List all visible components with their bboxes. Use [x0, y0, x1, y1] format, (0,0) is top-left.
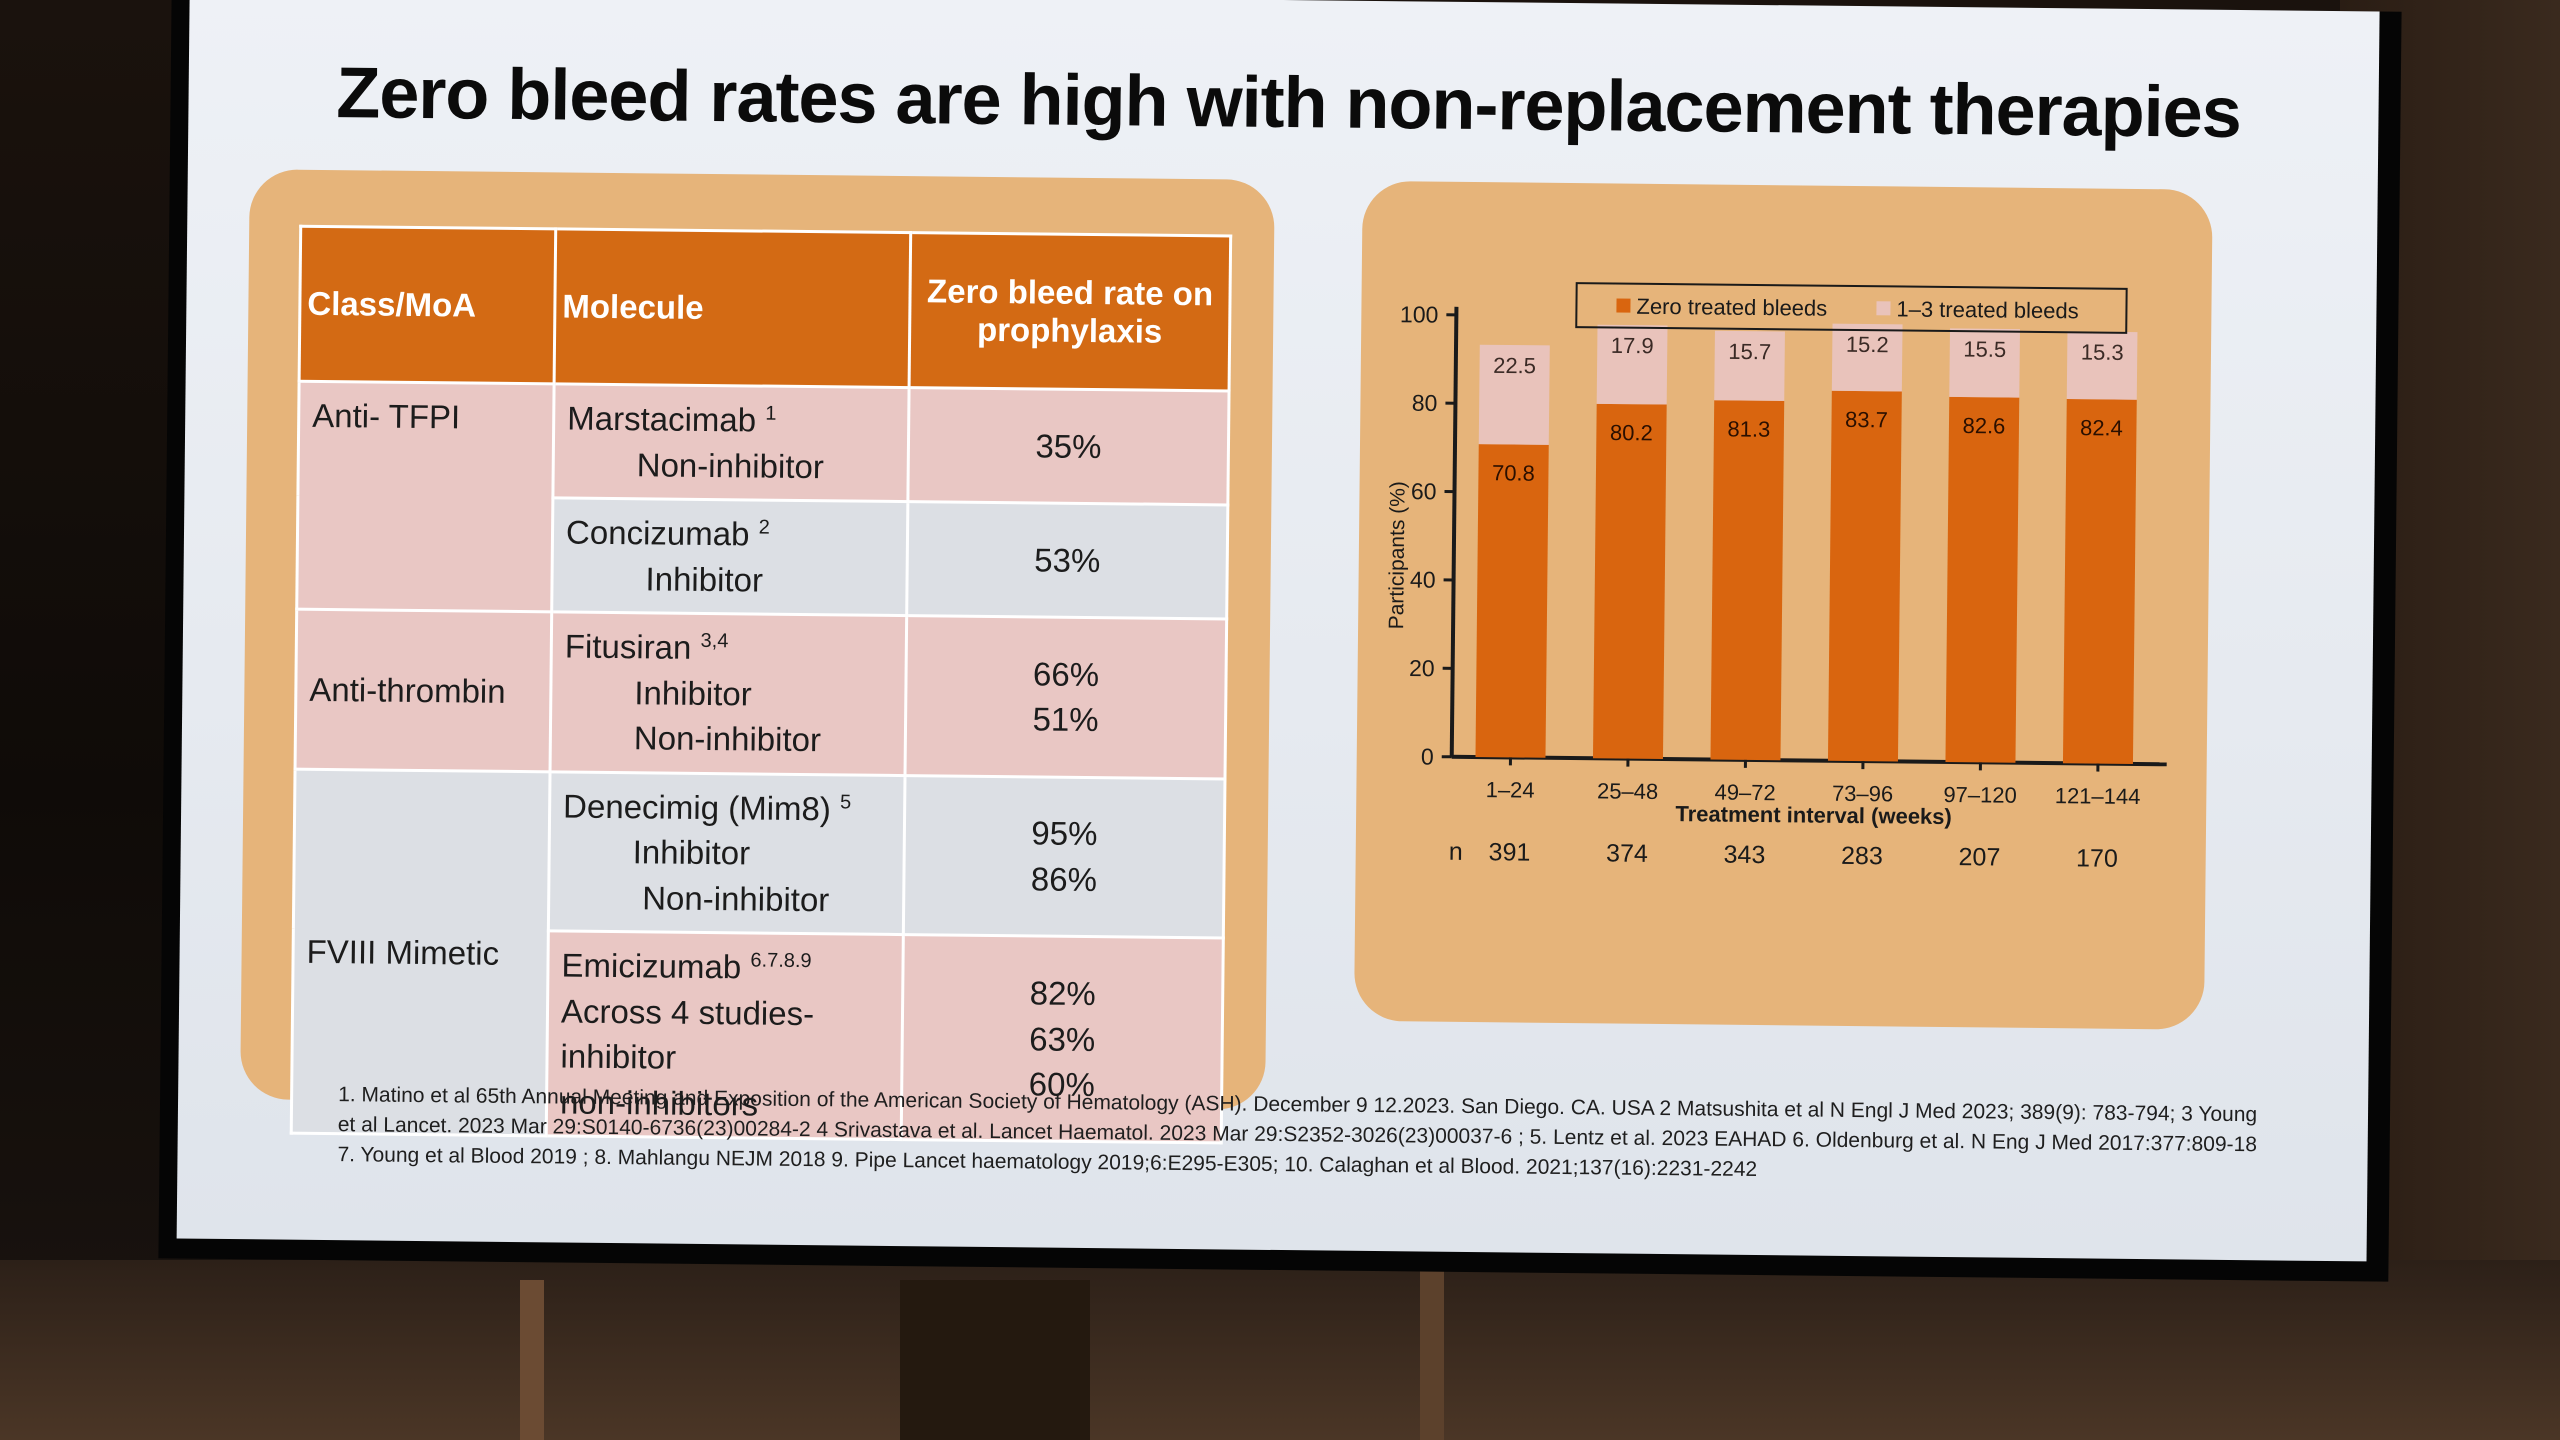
table-row: FVIII Mimetic Denecimig (Mim8) 5 Inhibit…	[291, 768, 1225, 1137]
bar-1-3-treated-bleeds	[1596, 324, 1668, 405]
x-tick-label: 1–24	[1486, 777, 1535, 803]
data-label-zero: 81.3	[1727, 416, 1770, 441]
n-value: 391	[1488, 838, 1530, 866]
class-anti-tfpi: Anti- TFPI	[296, 381, 555, 612]
molecule-denecimig: Denecimig (Mim8) 5 Inhibitor Non-inhibit…	[548, 771, 906, 935]
bar-1-3-treated-bleeds	[1714, 330, 1785, 401]
legend-label-1-3: 1–3 treated bleeds	[1896, 296, 2079, 323]
monitor-stand-left	[520, 1280, 544, 1440]
rate-fitusiran: 66% 51%	[905, 615, 1227, 779]
x-axis-label: Treatment interval (weeks)	[1675, 801, 1952, 829]
bar-1-3-treated-bleeds	[1949, 328, 2020, 398]
table-row: Anti-thrombin Fitusiran 3,4 Inhibitor No…	[295, 609, 1227, 779]
molecule-marstacimab: Marstacimab 1 Non-inhibitor	[552, 383, 910, 502]
class-anti-thrombin: Anti-thrombin	[295, 609, 552, 772]
y-tick-label: 80	[1412, 390, 1438, 416]
data-label-1-3: 15.7	[1728, 339, 1771, 364]
table-row: Anti- TFPI Marstacimab 1 Non-inhibitor 3…	[296, 381, 1230, 612]
data-label-zero: 83.7	[1845, 407, 1888, 432]
n-value: 343	[1723, 841, 1765, 869]
bar-1-3-treated-bleeds	[1478, 344, 1550, 445]
bar-zero-treated-bleeds	[2062, 399, 2137, 764]
n-label: n	[1449, 838, 1463, 866]
chart-panel: 0 20 40 60 80 100 Participants (%) 70.8 22.5 1–24…	[1353, 180, 2213, 1030]
y-tick-label: 100	[1400, 301, 1439, 327]
legend-swatch-zero	[1616, 298, 1631, 313]
molecule-concizumab: Concizumab 2 Inhibitor	[551, 497, 908, 616]
header-class-moa: Class/MoA	[299, 226, 556, 384]
legend-box	[1575, 282, 2128, 334]
x-tick-label: 73–96	[1832, 781, 1893, 807]
monitor-stand-box	[900, 1280, 1090, 1440]
data-label-zero: 82.6	[1962, 413, 2005, 438]
n-value: 170	[2076, 844, 2118, 872]
x-tick-label: 97–120	[1943, 782, 2017, 808]
bar-zero-treated-bleeds	[1475, 444, 1549, 758]
rate-concizumab: 53%	[906, 501, 1228, 620]
data-label-1-3: 17.9	[1611, 333, 1654, 358]
y-axis-line	[1449, 306, 1459, 757]
monitor-stand-right	[1420, 1260, 1444, 1440]
x-tick-label: 49–72	[1714, 780, 1775, 806]
legend-label-zero: Zero treated bleeds	[1636, 294, 1827, 321]
molecule-fitusiran: Fitusiran 3,4 Inhibitor Non-inhibitor	[550, 611, 907, 776]
bar-zero-treated-bleeds	[1592, 403, 1667, 760]
table-panel: Class/MoA Molecule Zero bleed rate on pr…	[240, 169, 1275, 1144]
y-tick-label: 60	[1411, 478, 1437, 504]
bar-1-3-treated-bleeds	[2066, 331, 2138, 400]
references-footnote: 1. Matino et al 65th Annual Meeting and …	[337, 1083, 2258, 1181]
bar-zero-treated-bleeds	[1710, 400, 1785, 761]
slide-title: Zero bleed rates are high with non-repla…	[335, 53, 2242, 154]
bar-zero-treated-bleeds	[1827, 390, 1902, 762]
presentation-slide: Zero bleed rates are high with non-repla…	[176, 0, 2380, 1262]
data-label-zero: 70.8	[1492, 460, 1535, 485]
room-lower-wall	[0, 1260, 2560, 1440]
n-value: 283	[1841, 842, 1883, 870]
header-molecule: Molecule	[554, 228, 911, 388]
monitor-bezel: Zero bleed rates are high with non-repla…	[158, 0, 2402, 1282]
data-label-1-3: 15.3	[2081, 340, 2124, 365]
n-value: 207	[1958, 843, 2000, 871]
therapies-table: Class/MoA Molecule Zero bleed rate on pr…	[290, 225, 1232, 1145]
data-label-zero: 82.4	[2080, 415, 2123, 440]
x-axis-line	[1451, 754, 2167, 767]
n-value: 374	[1606, 839, 1648, 867]
rate-denecimig: 95% 86%	[903, 775, 1225, 939]
bar-zero-treated-bleeds	[1945, 396, 2020, 763]
table-header-row: Class/MoA Molecule Zero bleed rate on pr…	[299, 226, 1231, 391]
data-label-1-3: 15.2	[1846, 332, 1889, 357]
x-tick-label: 25–48	[1597, 778, 1658, 804]
data-label-1-3: 22.5	[1493, 353, 1536, 378]
y-tick-label: 40	[1410, 567, 1436, 593]
rate-marstacimab: 35%	[907, 387, 1230, 506]
y-tick-label: 0	[1421, 743, 1434, 769]
x-tick-label: 121–144	[2055, 783, 2141, 809]
y-tick-label: 20	[1409, 655, 1435, 681]
stacked-bar-chart: 0 20 40 60 80 100 Participants (%) 70.8 22.5 1–24…	[1385, 282, 2167, 873]
legend-swatch-1-3	[1876, 301, 1891, 316]
data-label-zero: 80.2	[1610, 420, 1653, 445]
header-zero-bleed-rate: Zero bleed rate on prophylaxis	[909, 232, 1231, 391]
bar-1-3-treated-bleeds	[1831, 323, 1903, 392]
data-label-1-3: 15.5	[1963, 337, 2006, 362]
y-axis-label: Participants (%)	[1385, 481, 1410, 629]
